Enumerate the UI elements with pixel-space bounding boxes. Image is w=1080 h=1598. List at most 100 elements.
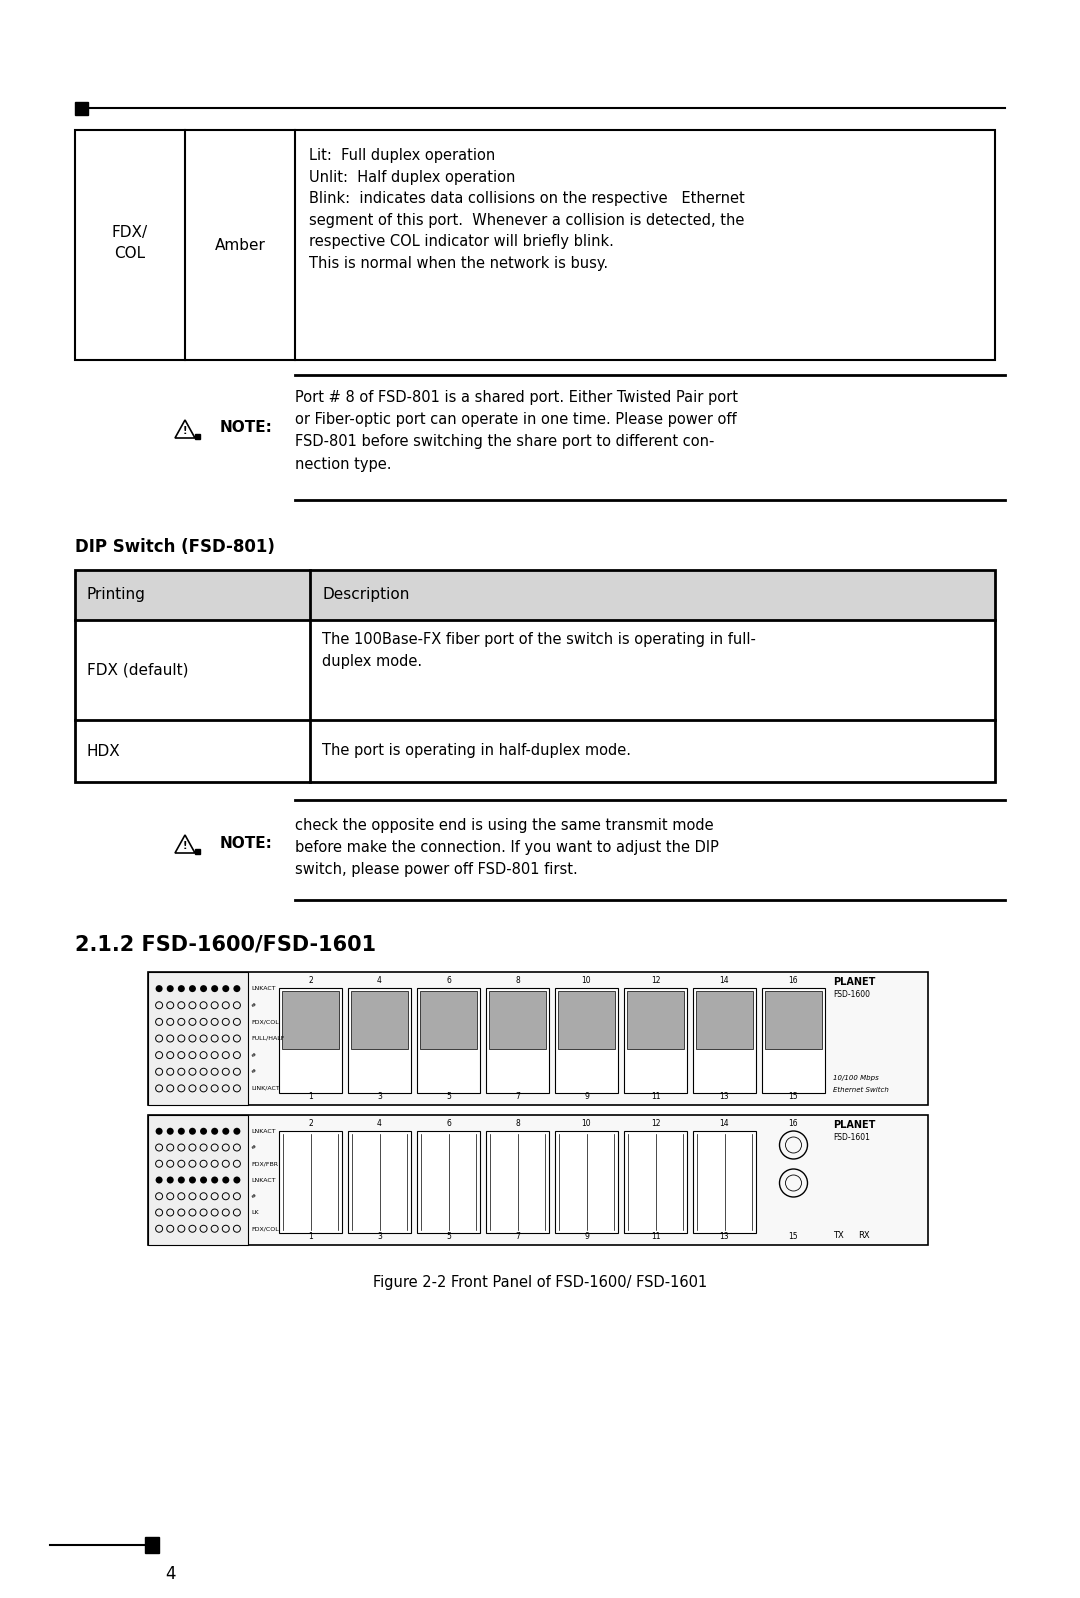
Circle shape xyxy=(222,1128,229,1135)
Text: FDX (default): FDX (default) xyxy=(87,663,189,678)
Text: LNKACT: LNKACT xyxy=(251,986,275,991)
Circle shape xyxy=(233,1176,241,1184)
Text: 2: 2 xyxy=(308,976,313,984)
Bar xyxy=(693,1131,756,1234)
Circle shape xyxy=(233,1128,241,1135)
Text: 3: 3 xyxy=(377,1091,382,1101)
Text: 15: 15 xyxy=(788,1091,798,1101)
Text: 1: 1 xyxy=(308,1091,313,1101)
Text: 4: 4 xyxy=(165,1564,175,1584)
Text: 8: 8 xyxy=(515,1119,519,1128)
Circle shape xyxy=(212,984,218,992)
Text: TX: TX xyxy=(833,1230,843,1240)
Circle shape xyxy=(212,1128,218,1135)
Bar xyxy=(75,570,995,620)
Text: 6: 6 xyxy=(446,1119,451,1128)
Text: #: # xyxy=(251,1146,256,1151)
Text: FDX/FBR: FDX/FBR xyxy=(251,1162,278,1167)
Text: RX: RX xyxy=(858,1230,869,1240)
Bar xyxy=(489,991,546,1048)
Text: 2: 2 xyxy=(308,1119,313,1128)
Text: Printing: Printing xyxy=(87,588,146,602)
Text: !: ! xyxy=(183,427,187,436)
Text: The port is operating in half-duplex mode.: The port is operating in half-duplex mod… xyxy=(322,743,631,759)
Text: PLANET: PLANET xyxy=(833,1120,876,1130)
Bar xyxy=(148,972,928,1104)
Bar xyxy=(417,988,480,1093)
Text: 13: 13 xyxy=(719,1232,729,1242)
Text: 16: 16 xyxy=(788,1119,798,1128)
Text: FDX/: FDX/ xyxy=(112,225,148,241)
Bar xyxy=(696,991,753,1048)
Text: Figure 2-2 Front Panel of FSD-1600/ FSD-1601: Figure 2-2 Front Panel of FSD-1600/ FSD-… xyxy=(373,1275,707,1290)
Text: FDX/COL: FDX/COL xyxy=(251,1226,279,1230)
Text: 10: 10 xyxy=(582,1119,592,1128)
Text: 2.1.2 FSD-1600/FSD-1601: 2.1.2 FSD-1600/FSD-1601 xyxy=(75,935,376,956)
Circle shape xyxy=(178,984,185,992)
Circle shape xyxy=(222,984,229,992)
Text: Description: Description xyxy=(322,588,409,602)
Bar xyxy=(420,991,477,1048)
Text: 3: 3 xyxy=(377,1232,382,1242)
Bar xyxy=(148,972,248,1104)
Circle shape xyxy=(156,984,163,992)
Bar xyxy=(75,129,995,360)
Bar xyxy=(75,570,995,781)
Text: Port # 8 of FSD-801 is a shared port. Either Twisted Pair port
or Fiber-optic po: Port # 8 of FSD-801 is a shared port. Ei… xyxy=(295,390,738,471)
Text: #: # xyxy=(251,1194,256,1198)
Bar xyxy=(148,1115,248,1245)
Bar xyxy=(348,988,411,1093)
Text: NOTE:: NOTE: xyxy=(220,420,273,436)
Circle shape xyxy=(212,1176,218,1184)
Bar xyxy=(765,991,822,1048)
Bar xyxy=(75,102,87,115)
Circle shape xyxy=(166,984,174,992)
Bar xyxy=(693,988,756,1093)
Text: 12: 12 xyxy=(651,976,660,984)
Circle shape xyxy=(189,984,195,992)
Text: Amber: Amber xyxy=(215,238,266,252)
Circle shape xyxy=(189,1128,195,1135)
Bar xyxy=(555,988,618,1093)
Text: LK: LK xyxy=(251,1210,258,1214)
Bar xyxy=(555,1131,618,1234)
Bar xyxy=(558,991,615,1048)
Text: Ethernet Switch: Ethernet Switch xyxy=(833,1087,889,1093)
Text: 11: 11 xyxy=(651,1091,660,1101)
Bar xyxy=(148,1115,928,1245)
Text: The 100Base-FX fiber port of the switch is operating in full-
duplex mode.: The 100Base-FX fiber port of the switch … xyxy=(322,631,756,670)
Text: 11: 11 xyxy=(651,1232,660,1242)
Text: 15: 15 xyxy=(788,1232,798,1242)
Text: FSD-1601: FSD-1601 xyxy=(833,1133,869,1143)
Text: FDX/COL: FDX/COL xyxy=(251,1020,279,1024)
Text: LNKACT: LNKACT xyxy=(251,1178,275,1183)
Text: DIP Switch (FSD-801): DIP Switch (FSD-801) xyxy=(75,539,275,556)
Text: 10: 10 xyxy=(582,976,592,984)
Text: HDX: HDX xyxy=(87,743,121,759)
Text: check the opposite end is using the same transmit mode
before make the connectio: check the opposite end is using the same… xyxy=(295,818,719,877)
Text: LINK/ACT: LINK/ACT xyxy=(251,1087,280,1091)
Circle shape xyxy=(178,1128,185,1135)
Text: 8: 8 xyxy=(515,976,519,984)
Bar xyxy=(486,1131,549,1234)
Text: 7: 7 xyxy=(515,1232,519,1242)
Circle shape xyxy=(222,1176,229,1184)
Text: 10/100 Mbps: 10/100 Mbps xyxy=(833,1075,879,1080)
Text: 14: 14 xyxy=(719,1119,729,1128)
Text: 13: 13 xyxy=(719,1091,729,1101)
Bar xyxy=(627,991,684,1048)
Bar xyxy=(145,1537,159,1553)
Circle shape xyxy=(200,984,207,992)
Text: 14: 14 xyxy=(719,976,729,984)
Circle shape xyxy=(156,1176,163,1184)
Circle shape xyxy=(200,1128,207,1135)
Bar xyxy=(279,1131,342,1234)
Text: !: ! xyxy=(183,841,187,852)
Text: #: # xyxy=(251,1069,256,1074)
Text: FULL/HALF: FULL/HALF xyxy=(251,1036,284,1040)
Text: 4: 4 xyxy=(377,1119,382,1128)
Circle shape xyxy=(233,984,241,992)
Text: 12: 12 xyxy=(651,1119,660,1128)
Text: LNKACT: LNKACT xyxy=(251,1128,275,1133)
Text: 5: 5 xyxy=(446,1232,451,1242)
